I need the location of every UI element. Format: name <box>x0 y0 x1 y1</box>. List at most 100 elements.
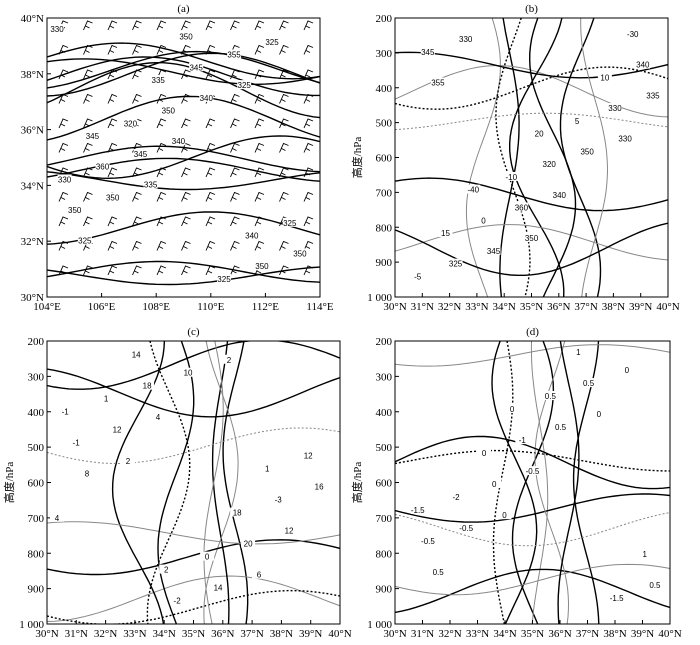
x-tick-label: 38°N <box>270 628 293 640</box>
wind-barb <box>107 20 118 31</box>
contour-label: 6 <box>257 571 262 580</box>
contour-label: 340 <box>245 232 259 241</box>
wind-barb <box>205 216 216 227</box>
contour-line <box>47 427 340 464</box>
x-tick-label: 33°N <box>123 628 146 640</box>
wind-barb <box>83 216 93 227</box>
wind-barb <box>205 118 216 129</box>
wind-barb <box>83 191 93 202</box>
contour-label: 325 <box>283 219 297 228</box>
contour-label: -1.5 <box>610 594 624 603</box>
contour-label-bg <box>140 380 155 390</box>
contour-label-bg <box>618 133 633 143</box>
wind-barb <box>181 44 191 55</box>
contour-line <box>395 177 668 212</box>
wind-barb <box>279 191 289 202</box>
x-tick-label: 35°N <box>182 628 205 640</box>
contour-label: 0 <box>482 449 487 458</box>
contour-line <box>203 341 224 624</box>
contour-label: 18 <box>233 509 242 518</box>
contours <box>395 341 670 624</box>
panel-label: (c) <box>187 326 200 338</box>
contour-label: 12 <box>113 426 122 435</box>
x-tick-label: 32°N <box>94 628 117 640</box>
wind-barb <box>156 118 167 129</box>
y-tick-label: 800 <box>376 222 393 234</box>
wind-barb <box>279 240 289 251</box>
contour-line <box>47 95 320 141</box>
contour-label-bg <box>200 551 215 561</box>
wind-barb <box>254 142 265 153</box>
wind-barb <box>156 142 167 153</box>
wind-barb <box>107 216 118 227</box>
contour-label-bg <box>431 567 446 577</box>
contour-label: 330 <box>459 35 473 44</box>
y-tick-label: 300 <box>376 371 393 383</box>
contour-label: 325 <box>217 275 231 284</box>
wind-barb <box>156 44 167 55</box>
y-tick-label: 500 <box>376 118 393 130</box>
contour-label: 5 <box>575 117 580 126</box>
contour-label-bg <box>69 437 84 447</box>
contour-label: -40 <box>468 186 480 195</box>
contour-label: 320 <box>124 119 138 128</box>
wind-barb <box>156 167 167 178</box>
wind-barb <box>279 20 289 31</box>
contour-line <box>395 66 668 110</box>
x-tick-label: 30°N <box>383 628 406 640</box>
contour-label-bg <box>221 354 236 364</box>
contour-label-bg <box>430 77 445 87</box>
contour-label-bg <box>58 406 73 416</box>
contour-label-bg <box>105 192 120 202</box>
contour-label: 14 <box>214 584 223 593</box>
contour-label: 2 <box>227 356 232 365</box>
contour-label: 0 <box>510 405 515 414</box>
wind-barb <box>303 44 314 55</box>
contour-line <box>465 18 501 297</box>
x-tick-label: 36°N <box>547 301 570 313</box>
x-tick-label: 31°N <box>65 628 88 640</box>
wind-barb <box>230 191 240 202</box>
contour-line <box>491 341 538 624</box>
wind-barb <box>83 93 93 104</box>
wind-barb <box>156 93 167 104</box>
contour-label-bg <box>161 105 176 115</box>
y-axis-label: 高度/hPa <box>2 462 16 504</box>
wind-barb <box>58 240 69 251</box>
contour-line <box>47 341 340 390</box>
y-tick-label: 34°N <box>21 180 44 192</box>
wind-barb <box>230 69 240 80</box>
contour-label-bg <box>170 595 185 605</box>
y-tick-label: 500 <box>376 442 393 454</box>
wind-barb <box>230 240 240 251</box>
contour-label: 360 <box>515 204 529 213</box>
wind-barb <box>205 265 216 276</box>
x-tick-label: 40°N <box>658 628 681 640</box>
wind-barb <box>230 20 240 31</box>
wind-barb <box>303 167 314 178</box>
y-tick-label: 32°N <box>21 236 44 248</box>
contour-label-bg <box>505 403 520 413</box>
contour-line <box>495 18 531 297</box>
x-tick-label: 34°N <box>493 628 516 640</box>
contour-label: 0 <box>597 410 602 419</box>
contour-line <box>509 18 565 297</box>
wind-barb <box>181 118 191 129</box>
contour-label-bg <box>459 523 474 533</box>
contour-label: 325 <box>265 38 279 47</box>
x-tick-label: 39°N <box>629 301 652 313</box>
x-tick-label: 37°N <box>574 301 597 313</box>
contour-label: 0 <box>492 480 497 489</box>
contour-label: -0.5 <box>459 524 473 533</box>
wind-barb <box>303 118 314 129</box>
wind-barb <box>107 265 118 276</box>
contour-line <box>395 493 670 523</box>
contour-label-bg <box>189 62 204 72</box>
contour-label: 340 <box>636 61 650 70</box>
wind-barb <box>181 142 191 153</box>
contour-label-bg <box>637 549 652 559</box>
wind-barb <box>58 216 69 227</box>
x-tick-label: 32°N <box>438 628 461 640</box>
contour-label-bg <box>211 582 226 592</box>
contour-label-bg <box>497 510 512 520</box>
